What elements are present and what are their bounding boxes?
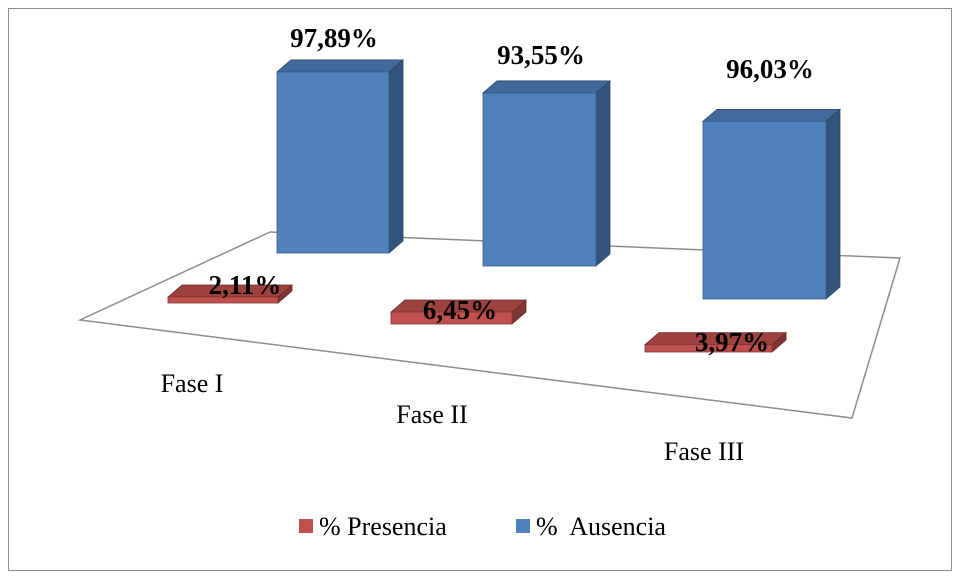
bar-ausencia-side — [595, 80, 611, 267]
legend-swatch — [299, 519, 313, 533]
bar-ausencia-value-label: 97,89% — [290, 23, 378, 53]
bar-presencia-value-label: 2,11% — [209, 270, 282, 300]
bar-ausencia-top — [701, 108, 842, 122]
bar-ausencia-2 — [481, 80, 612, 267]
legend-label: % Presencia — [319, 512, 447, 541]
category-label: Fase II — [396, 400, 467, 429]
bar-presencia-3 — [643, 331, 788, 353]
bar-ausencia-top — [481, 80, 612, 94]
bar-ausencia-front — [276, 71, 390, 254]
bar-presencia-front — [390, 311, 513, 325]
bar-presencia-front — [644, 344, 773, 353]
bar-presencia-front — [167, 296, 279, 304]
bar-presencia-1 — [166, 284, 294, 304]
bar-ausencia-3 — [701, 108, 842, 300]
legend: % Presencia % Ausencia — [299, 512, 666, 541]
bars-group: 97,89% 93,55% 96,03% 2,11% 6,45% 3,97% — [166, 23, 842, 357]
category-label: Fase I — [161, 369, 224, 398]
bar-ausencia-side — [825, 108, 841, 300]
bar-ausencia-top — [275, 59, 405, 73]
bar-ausencia-front — [482, 92, 597, 267]
legend-label: % Ausencia — [536, 512, 666, 541]
legend-swatch — [516, 519, 530, 533]
bar-presencia-2 — [389, 299, 528, 325]
bar-ausencia-front — [702, 120, 827, 300]
category-label: Fase III — [664, 437, 744, 466]
bar-ausencia-value-label: 96,03% — [726, 54, 814, 84]
category-labels: Fase I Fase II Fase III — [161, 369, 744, 466]
bar-presencia-value-label: 3,97% — [695, 327, 769, 357]
bar-presencia-value-label: 6,45% — [423, 295, 497, 325]
bar-ausencia-value-label: 93,55% — [497, 40, 585, 70]
bar-ausencia-side — [388, 59, 404, 254]
chart-floor — [77, 231, 901, 419]
bar-ausencia-1 — [275, 59, 405, 254]
